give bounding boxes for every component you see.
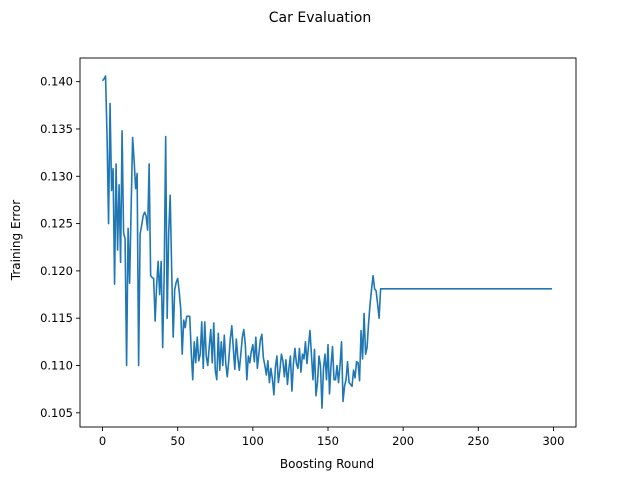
x-axis-label: Boosting Round [280, 457, 374, 471]
series-line-training-error [101, 75, 552, 409]
y-tick-label: 0.125 [40, 217, 73, 231]
y-axis-label: Training Error [9, 200, 23, 281]
y-tick-label: 0.115 [40, 311, 73, 325]
y-tick-label: 0.135 [40, 122, 73, 136]
y-axis-ticks: 0.105 0.110 0.115 0.120 0.125 0.130 0.135 0.140 [40, 75, 80, 420]
chart-title: Car Evaluation [269, 10, 371, 26]
x-tick-label: 0 [99, 434, 106, 448]
y-tick-label: 0.120 [40, 264, 73, 278]
y-tick-label: 0.140 [40, 75, 73, 89]
x-tick-label: 300 [542, 434, 564, 448]
x-tick-label: 50 [170, 434, 185, 448]
x-tick-label: 250 [467, 434, 489, 448]
y-tick-label: 0.105 [40, 406, 73, 420]
x-tick-label: 200 [392, 434, 414, 448]
x-tick-label: 150 [317, 434, 339, 448]
plot-area [79, 57, 577, 428]
axes-frame [79, 57, 577, 428]
y-tick-label: 0.130 [40, 169, 73, 183]
x-axis-ticks: 0 50 100 150 200 250 300 [99, 427, 564, 448]
y-tick-label: 0.110 [40, 359, 73, 373]
x-tick-label: 100 [242, 434, 264, 448]
